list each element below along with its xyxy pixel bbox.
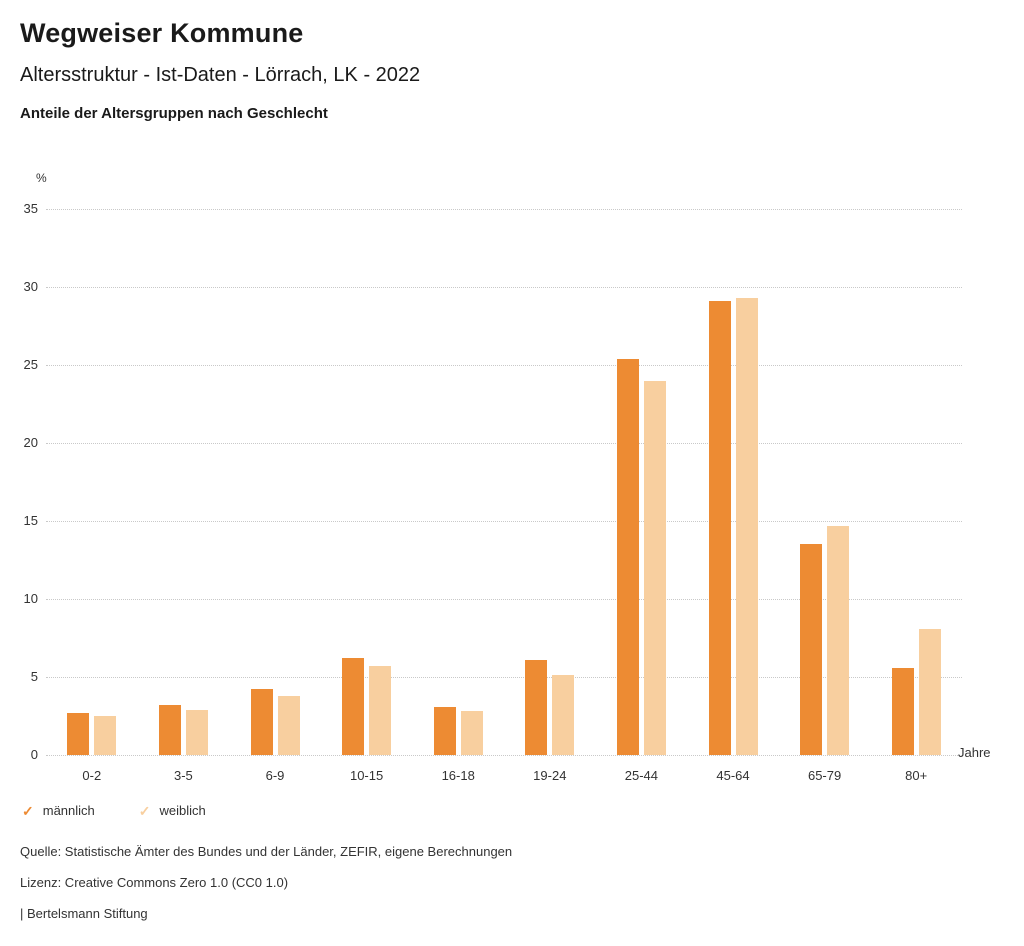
check-icon: ✓: [138, 802, 151, 819]
bar-männlich-3-5[interactable]: [158, 705, 181, 755]
y-axis-unit-label: %: [36, 171, 47, 185]
gridline: [46, 209, 962, 210]
bar-weiblich-19-24[interactable]: [552, 675, 575, 755]
check-icon: ✓: [22, 802, 34, 819]
gridline: [46, 521, 962, 522]
legend-item-maennlich[interactable]: ✓ männlich: [22, 803, 95, 818]
bar-weiblich-6-9[interactable]: [277, 695, 300, 755]
x-axis-unit-label: Jahre: [958, 745, 991, 760]
bar-weiblich-3-5[interactable]: [185, 709, 208, 755]
chart-subtitle: Altersstruktur - Ist-Daten - Lörrach, LK…: [20, 64, 421, 86]
gridline: [46, 755, 962, 756]
chart-plot-area: 0 5 10 15 20 25 30 35 0-2 3-5 6-9 10-15 16-18 19-24 25…: [24, 201, 962, 783]
bar-männlich-65-79[interactable]: [800, 544, 823, 755]
bar-weiblich-16-18[interactable]: [460, 711, 483, 755]
y-axis-tick-label: 25: [23, 357, 38, 372]
source-text: Quelle: Statistische Ämter des Bundes un…: [20, 844, 513, 859]
gridline: [46, 677, 962, 678]
x-axis-tick-label: 0-2: [82, 768, 102, 783]
gridline: [46, 599, 962, 600]
legend-label-maennlich: männlich: [42, 803, 95, 818]
y-axis-tick-label: 20: [23, 435, 38, 450]
gridline: [46, 365, 962, 366]
y-axis-tick-label: 10: [23, 591, 38, 606]
legend-label-weiblich: weiblich: [159, 803, 206, 818]
bar-männlich-19-24[interactable]: [525, 659, 548, 755]
legend-item-weiblich[interactable]: ✓ weiblich: [139, 803, 206, 818]
y-axis-tick-label: 35: [23, 201, 38, 216]
y-axis-tick-label: 30: [23, 279, 38, 294]
x-axis-tick-label: 65-79: [807, 768, 842, 783]
y-axis-tick-label: 0: [30, 747, 38, 762]
x-axis-tick-label: 6-9: [265, 768, 285, 783]
x-axis-tick-label: 19-24: [533, 768, 567, 783]
x-axis-tick-label: 3-5: [173, 768, 193, 783]
license-text: Lizenz: Creative Commons Zero 1.0 (CC0 1…: [20, 875, 289, 890]
bar-männlich-25-44[interactable]: [616, 358, 639, 755]
bar-weiblich-0-2[interactable]: [94, 716, 117, 755]
page-title: Wegweiser Kommune: [20, 18, 304, 48]
bar-weiblich-10-15[interactable]: [369, 666, 392, 755]
attribution-text: | Bertelsmann Stiftung: [20, 906, 148, 921]
bar-weiblich-45-64[interactable]: [735, 297, 758, 755]
x-axis-tick-label: 16-18: [441, 768, 475, 783]
bar-männlich-45-64[interactable]: [708, 301, 731, 755]
x-axis-tick-label: 80+: [905, 768, 928, 783]
legend: ✓ männlich ✓ weiblich: [22, 803, 206, 818]
x-axis-tick-label: 45-64: [716, 768, 750, 783]
y-axis-tick-label: 15: [23, 513, 38, 528]
bar-männlich-16-18[interactable]: [433, 706, 456, 755]
bar-männlich-0-2[interactable]: [67, 712, 90, 755]
gridline: [46, 287, 962, 288]
x-axis-tick-label: 10-15: [349, 768, 384, 783]
bar-weiblich-25-44[interactable]: [643, 380, 666, 755]
bar-weiblich-65-79[interactable]: [827, 525, 850, 755]
bar-männlich-80+[interactable]: [891, 667, 914, 755]
y-axis-tick-label: 5: [30, 669, 38, 684]
chart-heading: Anteile der Altersgruppen nach Geschlech…: [20, 105, 328, 122]
bar-männlich-6-9[interactable]: [250, 689, 273, 755]
bar-männlich-10-15[interactable]: [342, 658, 365, 755]
gridline: [46, 443, 962, 444]
x-axis-tick-label: 25-44: [624, 768, 659, 783]
bar-weiblich-80+[interactable]: [918, 628, 941, 755]
